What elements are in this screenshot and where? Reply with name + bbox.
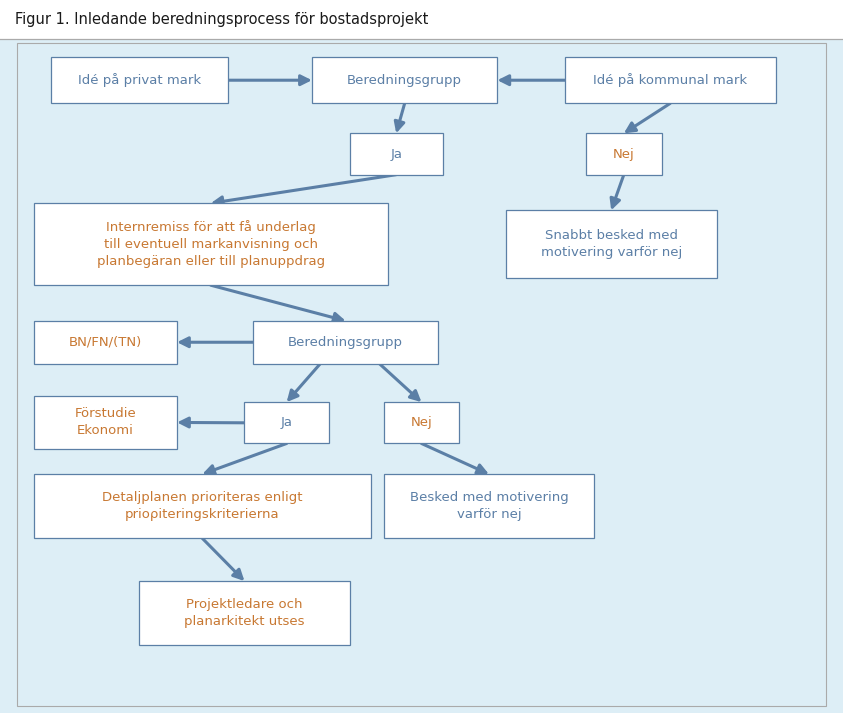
Text: BN/FN/(TN): BN/FN/(TN) [69,336,142,349]
Text: Beredningsgrupp: Beredningsgrupp [347,73,462,87]
Bar [0,0,843,39]
FancyBboxPatch shape [384,402,459,443]
FancyBboxPatch shape [34,396,177,449]
FancyBboxPatch shape [384,474,594,538]
Text: Nej: Nej [411,416,432,429]
FancyBboxPatch shape [350,133,443,175]
Text: Figur 1. Inledande beredningsprocess för bostadsprojekt: Figur 1. Inledande beredningsprocess för… [15,12,428,28]
Text: Projektledare och
planarkitekt utses: Projektledare och planarkitekt utses [185,598,304,628]
FancyBboxPatch shape [139,581,350,645]
FancyBboxPatch shape [565,57,776,103]
Text: Internremiss för att få underlag
till eventuell markanvisning och
planbegäran el: Internremiss för att få underlag till ev… [97,220,325,268]
Text: Ja: Ja [390,148,402,160]
FancyBboxPatch shape [586,133,662,175]
Text: Idé på privat mark: Idé på privat mark [78,73,201,87]
FancyBboxPatch shape [34,203,388,285]
Text: Beredningsgrupp: Beredningsgrupp [288,336,403,349]
Text: Förstudie
Ekonomi: Förstudie Ekonomi [74,407,137,438]
Text: Idé på kommunal mark: Idé på kommunal mark [593,73,747,87]
FancyBboxPatch shape [51,57,228,103]
Text: Nej: Nej [613,148,635,160]
FancyBboxPatch shape [506,210,717,278]
Text: Ja: Ja [281,416,293,429]
FancyBboxPatch shape [244,402,329,443]
FancyBboxPatch shape [312,57,497,103]
FancyBboxPatch shape [34,474,371,538]
FancyBboxPatch shape [34,321,177,364]
Text: Besked med motivering
varför nej: Besked med motivering varför nej [410,491,568,521]
Text: Snabbt besked med
motivering varför nej: Snabbt besked med motivering varför nej [540,229,682,260]
FancyBboxPatch shape [253,321,438,364]
Text: Detaljplanen prioriteras enligt
priορiteringskriterierna: Detaljplanen prioriteras enligt priορite… [102,491,303,521]
